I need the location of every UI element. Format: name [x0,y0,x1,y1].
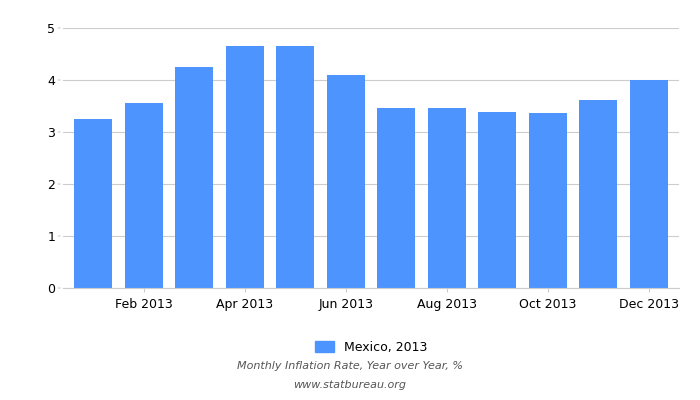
Bar [478,112,516,288]
Bar [428,108,466,288]
Bar [580,100,617,288]
Legend: Mexico, 2013: Mexico, 2013 [315,341,427,354]
Bar [377,108,415,288]
Text: Monthly Inflation Rate, Year over Year, %: Monthly Inflation Rate, Year over Year, … [237,361,463,371]
Bar [630,80,668,288]
Bar [125,103,162,288]
Bar [226,46,264,288]
Bar [175,67,214,288]
Bar [327,75,365,288]
Bar [528,113,567,288]
Bar [74,119,112,288]
Bar [276,46,314,288]
Text: www.statbureau.org: www.statbureau.org [293,380,407,390]
